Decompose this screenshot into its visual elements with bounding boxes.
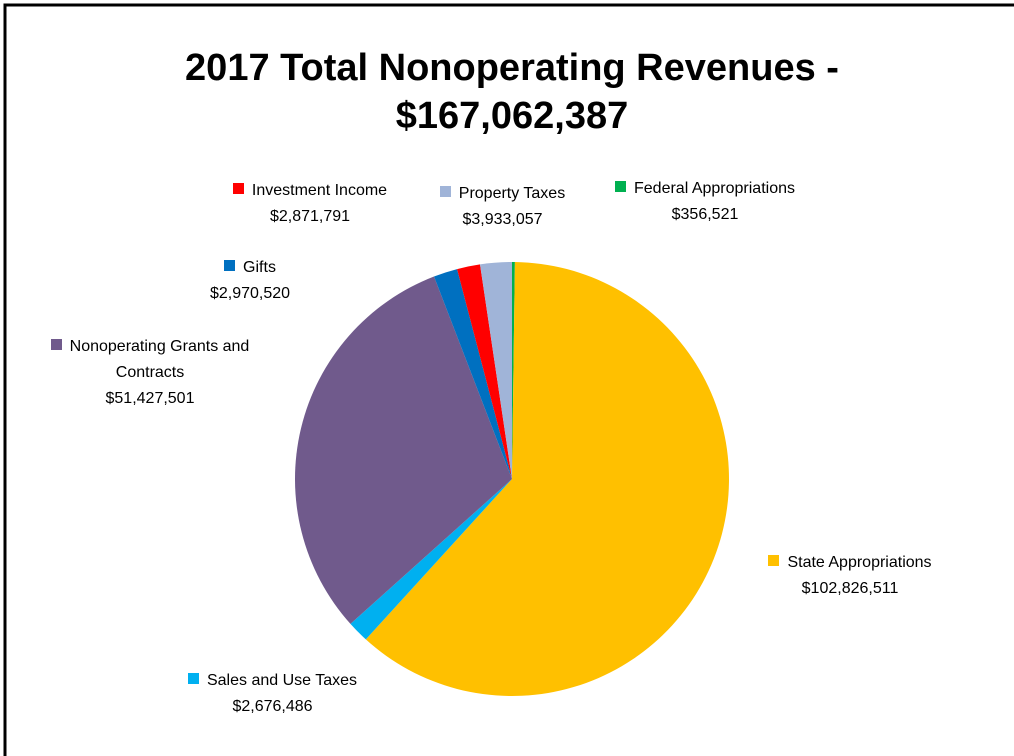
value-label: $356,521 [671,206,739,223]
category-label: State Appropriations [787,554,932,571]
frame [3,3,1014,756]
legend-swatch [50,339,62,350]
value-label: $2,970,520 [209,285,291,302]
slice-label: Federal Appropriations $356,521 [605,176,805,228]
legend-swatch [187,673,199,684]
legend-swatch [232,183,244,194]
category-label: Investment Income [251,182,388,199]
pie-slice [457,264,512,479]
category-label: Sales and Use Taxes [206,672,357,689]
category-label: Federal Appropriations [634,180,795,197]
value-label: $3,933,057 [462,211,543,228]
slice-label: Gifts $2,970,520 [165,255,335,307]
pie-slice [295,276,512,624]
slice-label: Property Taxes $3,933,057 [415,181,590,233]
legend-swatch [439,186,451,197]
slice-label: Investment Income $2,871,791 [200,178,420,230]
slice-label: Nonoperating Grants and Contracts $51,427… [35,334,265,412]
category-label: Gifts [243,259,276,276]
legend-swatch [615,181,626,192]
value-label: $2,871,791 [269,208,351,225]
pie-slice [480,262,512,479]
chart-title: 2017 Total Nonoperating Revenues - [185,47,839,89]
slice-label: Sales and Use Taxes $2,676,486 [165,668,380,720]
pie-slice [350,479,512,640]
pie-slice [434,269,512,479]
category-label: Property Taxes [458,185,566,202]
value-label: $102,826,511 [801,580,899,597]
legend-swatch [224,260,236,271]
value-label: $2,676,486 [232,698,313,715]
chart-title: $167,062,387 [396,95,628,137]
category-label: Nonoperating Grants and Contracts [69,338,250,381]
legend-swatch [768,555,780,566]
value-label: $51,427,501 [105,390,195,407]
pie-slice [365,262,729,696]
pie-slice [512,262,515,479]
slice-label: State Appropriations $102,826,511 [740,550,960,602]
